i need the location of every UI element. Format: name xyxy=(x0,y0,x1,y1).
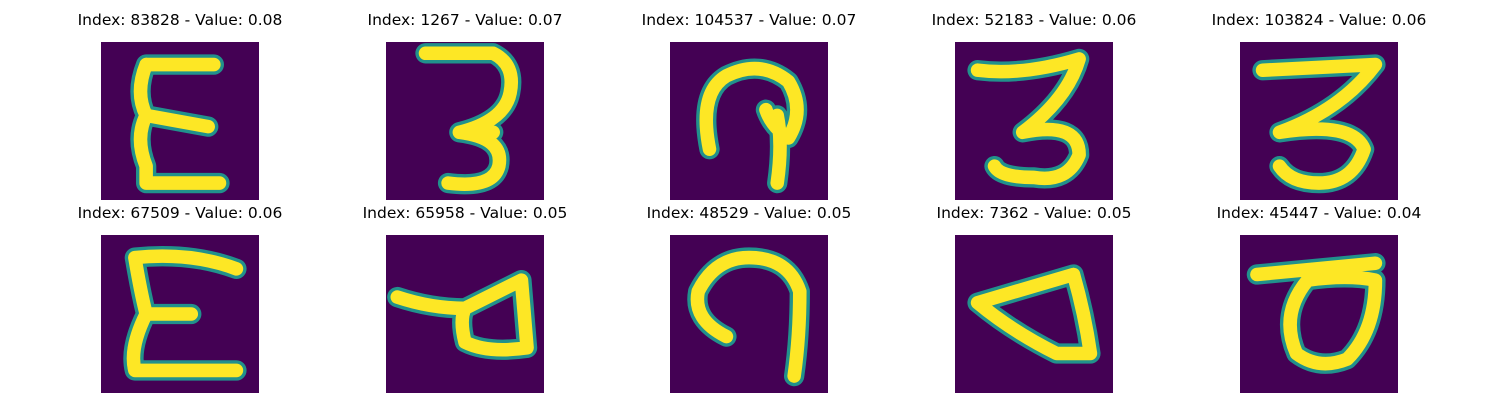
sample-title: Index: 48529 - Value: 0.05 xyxy=(646,204,852,222)
sample-image xyxy=(101,235,259,393)
sample-title: Index: 104537 - Value: 0.07 xyxy=(641,11,857,29)
sample-6: Index: 65958 - Value: 0.05 xyxy=(325,201,605,393)
sample-title: Index: 83828 - Value: 0.08 xyxy=(77,11,283,29)
sample-image xyxy=(386,42,544,200)
sample-image xyxy=(955,42,1113,200)
sample-title: Index: 103824 - Value: 0.06 xyxy=(1211,11,1427,29)
sample-7: Index: 48529 - Value: 0.05 xyxy=(609,201,889,393)
sample-5: Index: 67509 - Value: 0.06 xyxy=(40,201,320,393)
sample-image xyxy=(1240,42,1398,200)
sample-4: Index: 103824 - Value: 0.06 xyxy=(1179,8,1459,200)
sample-image xyxy=(1240,235,1398,393)
sample-title: Index: 7362 - Value: 0.05 xyxy=(936,204,1132,222)
sample-image xyxy=(386,235,544,393)
sample-title: Index: 67509 - Value: 0.06 xyxy=(77,204,283,222)
sample-2: Index: 104537 - Value: 0.07 xyxy=(609,8,889,200)
sample-title: Index: 65958 - Value: 0.05 xyxy=(362,204,568,222)
sample-image xyxy=(955,235,1113,393)
sample-image xyxy=(101,42,259,200)
sample-title: Index: 45447 - Value: 0.04 xyxy=(1216,204,1422,222)
sample-3: Index: 52183 - Value: 0.06 xyxy=(894,8,1174,200)
sample-9: Index: 45447 - Value: 0.04 xyxy=(1179,201,1459,393)
sample-0: Index: 83828 - Value: 0.08 xyxy=(40,8,320,200)
sample-title: Index: 52183 - Value: 0.06 xyxy=(931,11,1137,29)
sample-image xyxy=(670,235,828,393)
sample-title: Index: 1267 - Value: 0.07 xyxy=(367,11,563,29)
sample-1: Index: 1267 - Value: 0.07 xyxy=(325,8,605,200)
sample-8: Index: 7362 - Value: 0.05 xyxy=(894,201,1174,393)
sample-image xyxy=(670,42,828,200)
